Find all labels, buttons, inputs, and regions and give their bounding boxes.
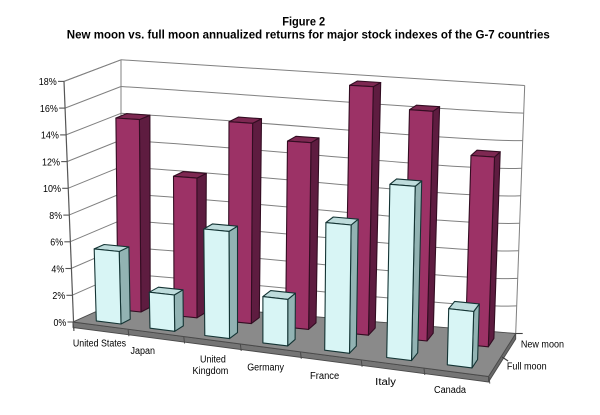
svg-text:Full moon: Full moon	[507, 362, 547, 373]
svg-text:18%: 18%	[39, 77, 57, 88]
svg-text:16%: 16%	[40, 104, 58, 115]
svg-text:Kingdom: Kingdom	[193, 366, 229, 377]
svg-text:Italy: Italy	[375, 377, 396, 388]
svg-text:Canada: Canada	[434, 385, 466, 396]
svg-text:6%: 6%	[50, 238, 63, 249]
svg-text:2%: 2%	[52, 291, 65, 302]
svg-text:Germany: Germany	[247, 362, 284, 373]
svg-text:New moon: New moon	[521, 339, 564, 350]
svg-text:United States: United States	[73, 338, 126, 349]
svg-text:Figure 2: Figure 2	[282, 17, 325, 29]
svg-text:New moon vs. full moon annuali: New moon vs. full moon annualized return…	[67, 30, 550, 42]
svg-text:12%: 12%	[42, 157, 60, 168]
svg-text:8%: 8%	[49, 211, 62, 222]
svg-text:10%: 10%	[43, 184, 61, 195]
svg-text:14%: 14%	[41, 131, 59, 142]
svg-text:0%: 0%	[54, 318, 67, 329]
svg-text:France: France	[310, 371, 340, 382]
svg-text:4%: 4%	[51, 264, 64, 275]
svg-text:United: United	[200, 355, 226, 366]
svg-text:Japan: Japan	[131, 346, 156, 357]
